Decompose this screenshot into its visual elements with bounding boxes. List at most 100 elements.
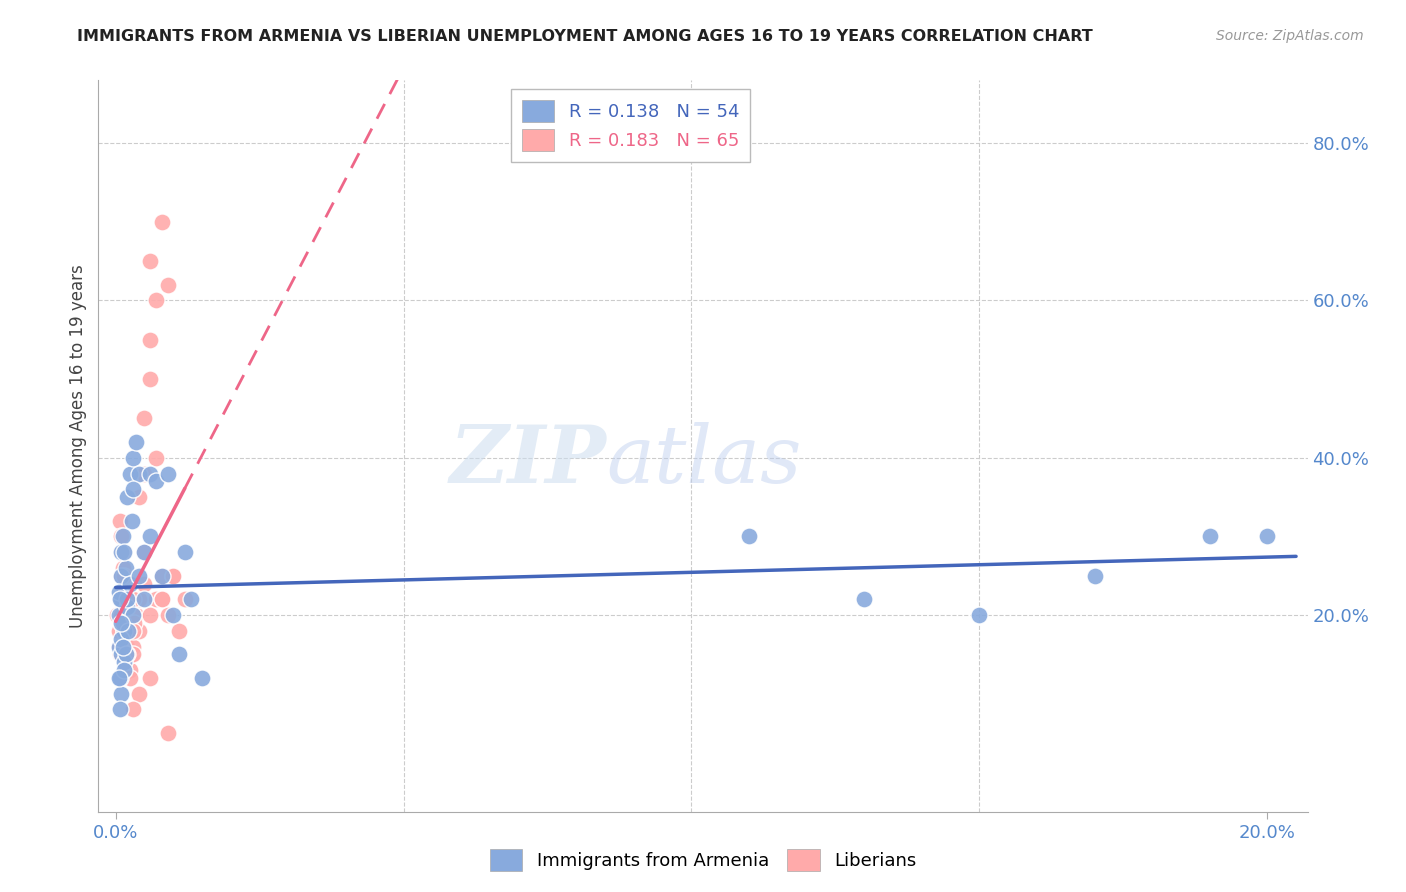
Point: [107, 608, 129, 623]
Point: [156, 277, 179, 292]
Point: [145, 293, 167, 308]
Point: [115, 648, 138, 662]
Point: [110, 568, 132, 582]
Point: [117, 624, 139, 638]
Point: [115, 561, 138, 575]
Point: [110, 608, 132, 623]
Point: [180, 592, 202, 607]
Point: [139, 467, 162, 481]
Point: [167, 648, 190, 662]
Point: [139, 372, 162, 386]
Point: [128, 687, 150, 701]
Legend: R = 0.138   N = 54, R = 0.183   N = 65: R = 0.138 N = 54, R = 0.183 N = 65: [510, 89, 749, 162]
Point: [1198, 529, 1220, 543]
Point: [111, 561, 134, 575]
Point: [110, 648, 132, 662]
Point: [110, 514, 132, 528]
Point: [115, 490, 138, 504]
Point: [150, 568, 173, 582]
Point: [139, 254, 162, 268]
Point: [122, 648, 145, 662]
Point: [115, 648, 138, 662]
Point: [112, 663, 135, 677]
Point: [107, 671, 129, 685]
Point: [167, 624, 190, 638]
Point: [110, 545, 132, 559]
Point: [122, 640, 145, 654]
Point: [111, 615, 134, 630]
Point: [853, 592, 876, 607]
Point: [122, 608, 145, 623]
Point: [110, 648, 132, 662]
Point: [122, 615, 145, 630]
Point: [110, 592, 132, 607]
Text: ZIP: ZIP: [450, 422, 606, 500]
Point: [134, 545, 156, 559]
Point: [120, 663, 142, 677]
Point: [112, 584, 135, 599]
Point: [111, 545, 134, 559]
Point: [107, 608, 129, 623]
Point: [111, 608, 134, 623]
Point: [112, 655, 135, 669]
Point: [112, 545, 135, 559]
Point: [125, 435, 148, 450]
Point: [1083, 568, 1105, 582]
Point: [128, 467, 150, 481]
Point: [115, 615, 138, 630]
Point: [115, 640, 138, 654]
Point: [162, 608, 184, 623]
Point: [121, 648, 143, 662]
Point: [107, 640, 129, 654]
Point: [173, 592, 195, 607]
Point: [110, 568, 132, 582]
Point: [112, 624, 135, 638]
Point: [115, 600, 138, 615]
Point: [115, 608, 138, 623]
Point: [134, 592, 156, 607]
Point: [128, 624, 150, 638]
Point: [110, 687, 132, 701]
Point: [110, 671, 132, 685]
Point: [122, 450, 145, 465]
Point: [117, 592, 139, 607]
Point: [115, 648, 138, 662]
Point: [134, 467, 156, 481]
Point: [112, 568, 135, 582]
Point: [120, 576, 142, 591]
Point: [150, 215, 173, 229]
Point: [108, 592, 131, 607]
Point: [156, 608, 179, 623]
Y-axis label: Unemployment Among Ages 16 to 19 years: Unemployment Among Ages 16 to 19 years: [69, 264, 87, 628]
Point: [139, 671, 162, 685]
Point: [738, 529, 761, 543]
Point: [120, 671, 142, 685]
Point: [1256, 529, 1278, 543]
Point: [145, 475, 167, 489]
Point: [139, 529, 162, 543]
Point: [110, 592, 132, 607]
Point: [120, 467, 142, 481]
Text: Source: ZipAtlas.com: Source: ZipAtlas.com: [1216, 29, 1364, 43]
Point: [150, 592, 173, 607]
Text: atlas: atlas: [606, 422, 801, 500]
Point: [107, 624, 129, 638]
Point: [122, 482, 145, 496]
Point: [121, 514, 143, 528]
Legend: Immigrants from Armenia, Liberians: Immigrants from Armenia, Liberians: [482, 842, 924, 879]
Point: [125, 608, 148, 623]
Point: [156, 467, 179, 481]
Point: [162, 568, 184, 582]
Point: [110, 615, 132, 630]
Point: [122, 624, 145, 638]
Point: [150, 568, 173, 582]
Point: [111, 529, 134, 543]
Point: [128, 490, 150, 504]
Text: IMMIGRANTS FROM ARMENIA VS LIBERIAN UNEMPLOYMENT AMONG AGES 16 TO 19 YEARS CORRE: IMMIGRANTS FROM ARMENIA VS LIBERIAN UNEM…: [77, 29, 1092, 44]
Point: [112, 624, 135, 638]
Point: [122, 624, 145, 638]
Point: [969, 608, 991, 623]
Point: [110, 615, 132, 630]
Point: [111, 640, 134, 654]
Point: [150, 592, 173, 607]
